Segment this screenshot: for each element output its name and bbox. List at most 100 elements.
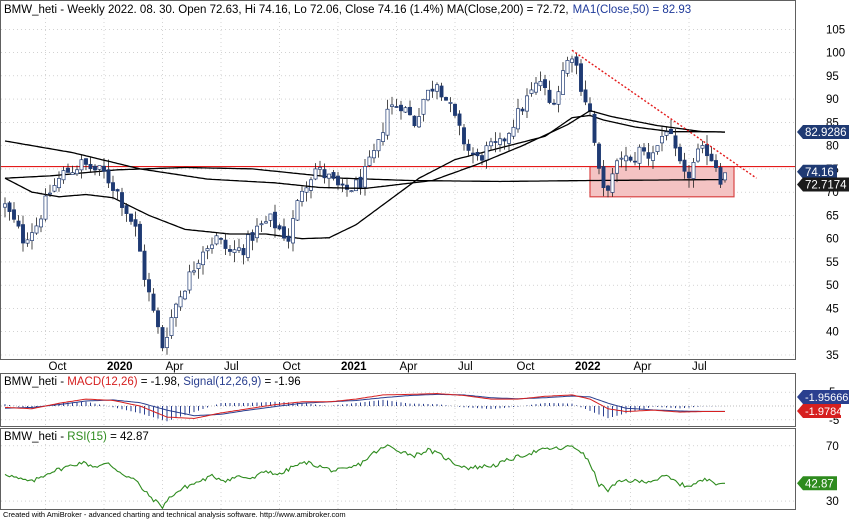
macd-badge-shape	[797, 404, 841, 418]
candle-body	[534, 82, 538, 93]
candle-body	[601, 166, 606, 188]
candle-body	[66, 167, 70, 173]
candle-body	[403, 107, 408, 113]
candle-body	[255, 225, 259, 239]
candle-body	[655, 145, 660, 152]
price-tick-label: 50	[826, 280, 839, 292]
candle-body	[493, 141, 498, 143]
candle-body	[421, 98, 426, 115]
candle-body	[543, 79, 547, 89]
candle-body	[592, 113, 597, 143]
macd-value-badge: -1.9784	[797, 404, 842, 418]
candle-body	[561, 70, 565, 95]
rsi-pane	[4, 444, 725, 510]
candle-body	[309, 179, 313, 191]
time-tick-label: 2022	[575, 361, 601, 373]
candle-body	[178, 296, 183, 308]
price-tick-label: 55	[826, 257, 839, 269]
candle-body	[174, 303, 178, 318]
candle-body	[498, 138, 502, 145]
candle-body	[651, 152, 655, 161]
candle-body	[295, 200, 300, 221]
time-tick-label: Jul	[458, 361, 473, 373]
macd-header-value: = -1.98,	[138, 376, 184, 388]
macd-header-symbol: BMW_heti -	[4, 376, 67, 388]
price-pane-frame	[0, 0, 796, 360]
candle-body	[21, 224, 25, 244]
candle-body	[673, 135, 678, 149]
candle-body	[79, 159, 84, 171]
candle-body	[277, 225, 282, 230]
signal-header-label: Signal(12,26,9)	[183, 376, 261, 388]
candle-body	[408, 106, 412, 116]
candle-body	[588, 103, 592, 112]
candle-body	[412, 115, 417, 127]
candle-body	[133, 219, 138, 227]
candle-body	[30, 232, 34, 241]
macd-pane-frame	[0, 373, 796, 427]
candle-body	[34, 225, 39, 234]
candle-body	[583, 89, 588, 103]
candle-body	[39, 218, 43, 228]
rsi-badge-shape	[797, 476, 837, 491]
candle-body	[250, 232, 255, 241]
rsi-value-badge: 42.87	[797, 476, 837, 491]
price-tick-label: 35	[826, 350, 839, 362]
candle-body	[97, 165, 102, 170]
candle-body	[16, 220, 21, 227]
candle-body	[120, 192, 124, 208]
grid-lines	[1, 18, 795, 509]
candle-body	[489, 141, 493, 147]
signal-badge-text: -1.95666	[805, 392, 848, 404]
candle-body	[340, 183, 345, 186]
candle-body	[714, 160, 718, 168]
price-tick-label: 105	[826, 24, 845, 36]
candle-body	[525, 95, 529, 112]
macd-badge-text: -1.9784	[805, 406, 842, 418]
candle-body	[444, 97, 448, 101]
candle-body	[354, 179, 358, 192]
candle-body	[88, 163, 93, 170]
candle-body	[597, 143, 601, 169]
candle-body	[372, 150, 376, 159]
price-tick-label: 100	[826, 48, 845, 60]
candle-body	[331, 172, 336, 179]
time-tick-label: Jul	[224, 361, 239, 373]
candle-body	[664, 131, 669, 136]
candle-body	[7, 202, 12, 212]
candle-body	[570, 58, 574, 63]
candle-body	[520, 108, 525, 112]
rsi-header-value: = 42.87	[107, 431, 149, 443]
candle-body	[709, 153, 714, 162]
candle-body	[165, 337, 169, 348]
rsi-pane-frame	[0, 428, 796, 510]
candle-body	[475, 151, 480, 157]
candle-body	[723, 172, 727, 181]
time-tick-label: Oct	[49, 361, 68, 373]
downtrend-line	[571, 49, 757, 179]
ma50-line	[4, 109, 725, 190]
candle-body	[646, 152, 651, 159]
candle-body	[345, 184, 349, 190]
candle-body	[300, 190, 304, 202]
candle-body	[619, 157, 624, 160]
rsi-line	[4, 444, 725, 510]
candle-body	[232, 249, 237, 253]
ma50-value-badge: 82.9286	[797, 124, 849, 139]
candle-body	[205, 248, 210, 252]
candle-body	[687, 171, 691, 179]
footer-credit: Created with AmiBroker - advanced charti…	[3, 510, 346, 519]
candle-body	[138, 223, 142, 252]
candle-body	[214, 235, 219, 245]
signal-value-badge: -1.95666	[797, 390, 849, 404]
candle-body	[129, 213, 133, 222]
candle-body	[61, 170, 66, 181]
candle-body	[264, 221, 268, 224]
rsi-header-symbol: BMW_heti -	[4, 431, 67, 443]
candle-body	[705, 144, 709, 157]
candle-body	[538, 80, 543, 87]
time-axis: Oct 2020 Apr Jul Oct 2021 Apr Jul Oct 2022 Apr Jul	[49, 361, 707, 373]
candle-body	[381, 132, 385, 142]
candle-body	[507, 133, 511, 144]
